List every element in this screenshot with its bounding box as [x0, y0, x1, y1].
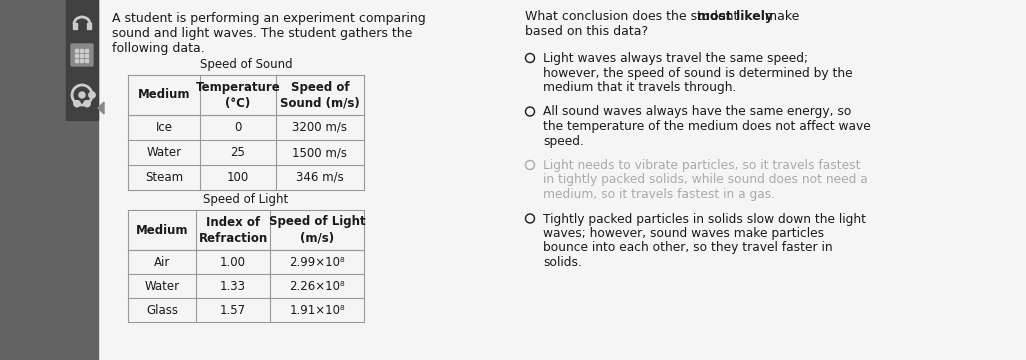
Text: Index of
Refraction: Index of Refraction	[198, 216, 268, 244]
Text: Glass: Glass	[146, 303, 177, 316]
Bar	[80, 54, 83, 57]
Bar	[85, 54, 88, 57]
Bar	[80, 59, 83, 62]
Text: speed.: speed.	[543, 135, 584, 148]
Text: Tightly packed particles in solids slow down the light: Tightly packed particles in solids slow …	[543, 212, 866, 225]
Circle shape	[74, 101, 80, 107]
Bar	[75, 49, 78, 52]
Circle shape	[84, 101, 90, 107]
Text: 1.57: 1.57	[220, 303, 246, 316]
Text: 100: 100	[227, 171, 249, 184]
Circle shape	[79, 92, 85, 98]
Text: Temperature
(°C): Temperature (°C)	[196, 81, 280, 109]
Bar	[87, 23, 91, 29]
Bar	[85, 59, 88, 62]
Bar	[0, 0, 98, 360]
Text: 2.99×10⁸: 2.99×10⁸	[289, 256, 345, 269]
Text: based on this data?: based on this data?	[525, 25, 648, 38]
Text: Steam: Steam	[145, 171, 183, 184]
Text: in tightly packed solids, while sound does not need a: in tightly packed solids, while sound do…	[543, 174, 868, 186]
Text: A student is performing an experiment comparing: A student is performing an experiment co…	[112, 12, 426, 25]
Text: 25: 25	[231, 146, 245, 159]
Text: the temperature of the medium does not affect wave: the temperature of the medium does not a…	[543, 120, 871, 133]
Bar	[75, 54, 78, 57]
Circle shape	[74, 101, 80, 107]
Text: solids.: solids.	[543, 256, 582, 269]
Text: Speed of Light: Speed of Light	[203, 193, 288, 206]
Text: Speed of
Sound (m/s): Speed of Sound (m/s)	[280, 81, 360, 109]
Circle shape	[89, 92, 95, 98]
Text: Speed of Light
(m/s): Speed of Light (m/s)	[269, 216, 365, 244]
Bar	[98, 0, 513, 360]
FancyBboxPatch shape	[71, 44, 93, 66]
Text: make: make	[761, 10, 799, 23]
Text: Medium: Medium	[135, 224, 188, 237]
Text: Water: Water	[147, 146, 182, 159]
Text: waves; however, sound waves make particles: waves; however, sound waves make particl…	[543, 227, 824, 240]
Text: 2.26×10⁸: 2.26×10⁸	[289, 279, 345, 292]
Bar	[73, 23, 77, 29]
Text: 0: 0	[234, 121, 242, 134]
Text: most likely: most likely	[697, 10, 773, 23]
Text: All sound waves always have the same energy, so: All sound waves always have the same ene…	[543, 105, 852, 118]
Text: however, the speed of sound is determined by the: however, the speed of sound is determine…	[543, 67, 853, 80]
Text: medium that it travels through.: medium that it travels through.	[543, 81, 737, 94]
Text: Ice: Ice	[156, 121, 172, 134]
Text: Light waves always travel the same speed;: Light waves always travel the same speed…	[543, 52, 808, 65]
Circle shape	[84, 101, 90, 107]
Text: 1.91×10⁸: 1.91×10⁸	[289, 303, 345, 316]
Bar	[75, 59, 78, 62]
Text: sound and light waves. The student gathers the: sound and light waves. The student gathe…	[112, 27, 412, 40]
Text: 1.33: 1.33	[220, 279, 246, 292]
Bar	[80, 49, 83, 52]
Text: 346 m/s: 346 m/s	[297, 171, 344, 184]
Text: What conclusion does the student: What conclusion does the student	[525, 10, 743, 23]
Text: Water: Water	[145, 279, 180, 292]
Bar	[85, 49, 88, 52]
Text: bounce into each other, so they travel faster in: bounce into each other, so they travel f…	[543, 242, 833, 255]
Bar	[513, 0, 1026, 360]
Text: 3200 m/s: 3200 m/s	[292, 121, 348, 134]
Text: Speed of Sound: Speed of Sound	[200, 58, 292, 71]
Bar	[66, 0, 98, 120]
Text: Medium: Medium	[137, 89, 190, 102]
Text: medium, so it travels fastest in a gas.: medium, so it travels fastest in a gas.	[543, 188, 775, 201]
Text: 1500 m/s: 1500 m/s	[292, 146, 348, 159]
Text: following data.: following data.	[112, 42, 205, 55]
Text: Light needs to vibrate particles, so it travels fastest: Light needs to vibrate particles, so it …	[543, 159, 861, 172]
Text: Air: Air	[154, 256, 170, 269]
Circle shape	[89, 92, 95, 98]
Text: 1.00: 1.00	[220, 256, 246, 269]
Polygon shape	[98, 102, 104, 114]
